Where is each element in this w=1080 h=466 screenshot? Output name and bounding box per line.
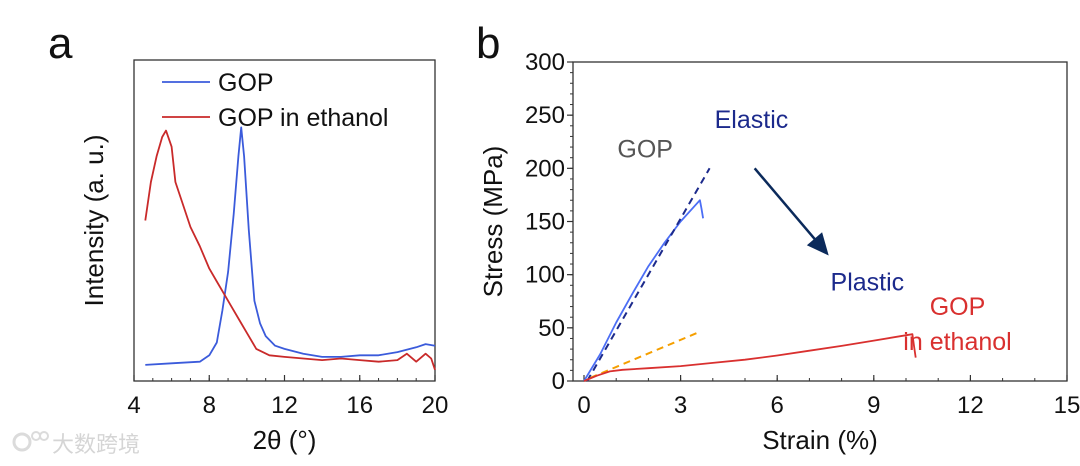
y-tick-label: 250 — [525, 102, 565, 129]
annotation-label: GOP — [930, 293, 986, 321]
watermark-text: 大数跨境 — [52, 432, 140, 457]
series-line-3 — [583, 333, 917, 382]
watermark-logo-icon — [12, 432, 32, 452]
annotation-label: Plastic — [831, 269, 905, 297]
y-tick-label: 0 — [552, 368, 565, 395]
y-tick-label: 200 — [525, 155, 565, 182]
y-tick-label: 300 — [525, 49, 565, 76]
series-line-1 — [144, 129, 436, 371]
series-line-1 — [586, 167, 711, 382]
x-axis-label: 2θ (°) — [253, 425, 317, 455]
chart-a-xrd: 4 8 12 16 20 2θ (°) Intensity (a. u.) GOP GOP in… — [79, 59, 449, 455]
y-tick-label: 50 — [538, 315, 565, 342]
x-tick-label: 6 — [771, 392, 784, 419]
series-line-0 — [145, 126, 436, 366]
arrow-shaft — [753, 167, 821, 246]
x-tick-label: 12 — [957, 392, 984, 419]
x-tick-label: 20 — [422, 392, 449, 419]
watermark: 大数跨境 — [12, 431, 140, 457]
series-line-2 — [590, 332, 698, 379]
annotation-label: Elastic — [715, 106, 789, 134]
x-tick-label: 15 — [1054, 392, 1080, 419]
x-tick-label: 9 — [867, 392, 880, 419]
y-axis-label: Stress (MPa) — [478, 146, 508, 298]
x-tick-label: 3 — [674, 392, 687, 419]
x-tick-label: 16 — [346, 392, 373, 419]
panel-label-a: a — [48, 19, 73, 68]
y-tick-label: 150 — [525, 209, 565, 236]
series-line-0 — [583, 199, 704, 382]
x-tick-label: 12 — [271, 392, 298, 419]
x-axis-label: Strain (%) — [762, 425, 878, 455]
legend-label: GOP — [218, 69, 274, 97]
annotation-label: GOP — [617, 136, 673, 164]
annotation-label: in ethanol — [903, 328, 1011, 356]
y-axis-label: Intensity (a. u.) — [79, 135, 109, 307]
x-tick-label: 0 — [577, 392, 590, 419]
x-tick-label: 4 — [127, 392, 140, 419]
panel-label-b: b — [476, 19, 500, 68]
y-tick-label: 100 — [525, 262, 565, 289]
x-tick-label: 8 — [203, 392, 216, 419]
arrow-head-icon — [806, 232, 829, 256]
legend-label: GOP in ethanol — [218, 104, 388, 132]
